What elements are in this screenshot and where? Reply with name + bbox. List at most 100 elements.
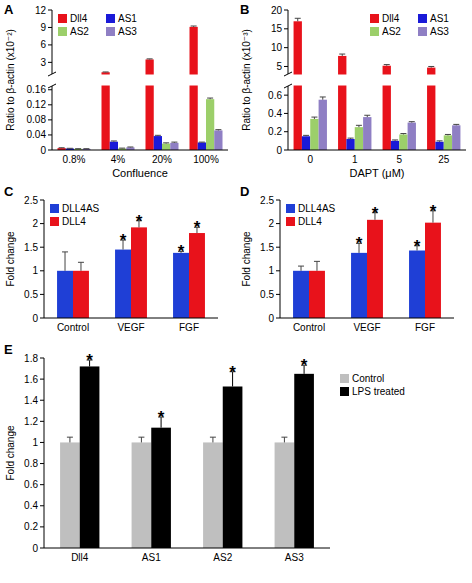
bar <box>363 117 371 150</box>
error-bar <box>339 54 345 56</box>
bar <box>198 142 206 150</box>
y-tick-label: 0.8 <box>24 458 38 469</box>
y-tick <box>40 484 44 485</box>
y-tick-label: 0.6 <box>24 479 38 490</box>
y-tick-label: 1 <box>32 265 38 276</box>
panel: C00.511.522.5ControlVEGFFGFFold change**… <box>4 184 218 333</box>
y-tick <box>40 421 44 422</box>
error-bar <box>207 98 213 99</box>
error-cap <box>364 115 370 116</box>
bar <box>444 135 452 150</box>
x-axis <box>44 548 330 549</box>
legend-label: Dll4 <box>70 13 88 24</box>
bar <box>408 123 416 150</box>
x-tick-label: Dll4 <box>71 552 89 563</box>
error-cap <box>392 139 398 140</box>
axis-break <box>46 75 230 86</box>
bar <box>115 250 131 318</box>
error-cap <box>207 98 213 99</box>
y-tick-label: 2 <box>268 218 274 229</box>
error-bar <box>199 142 205 143</box>
y-tick-label: 0.08 <box>27 114 47 125</box>
y-tick <box>276 247 280 248</box>
y-tick-label: 6 <box>40 39 46 50</box>
bar <box>162 144 170 150</box>
error-bar <box>210 437 216 442</box>
error-bar <box>384 65 390 66</box>
error-cap <box>437 140 443 141</box>
bar <box>223 387 243 549</box>
error-bar <box>281 437 287 442</box>
bar <box>391 141 399 150</box>
legend-label: LPS treated <box>352 386 405 397</box>
legend-label: AS3 <box>118 26 137 37</box>
legend-item: AS2 <box>370 26 401 37</box>
y-tick-label: 2.5 <box>260 195 274 206</box>
bar <box>151 428 171 548</box>
legend-item: LPS treated <box>340 386 405 397</box>
panel-label: C <box>4 184 14 199</box>
error-bar <box>103 71 109 72</box>
panel: A00.040.080.120.16369120.8%4%20%100%Conf… <box>4 2 230 179</box>
x-tick-label: 5 <box>396 154 402 165</box>
legend: Dll4AS1AS2AS3 <box>58 13 137 37</box>
error-line <box>316 261 317 270</box>
y-tick-label: 0.5 <box>260 289 274 300</box>
bar <box>367 220 383 318</box>
y-tick <box>48 10 52 11</box>
bar <box>293 271 309 318</box>
y-tick <box>276 294 280 295</box>
error-cap <box>428 66 434 67</box>
legend-swatch <box>418 14 427 23</box>
bar <box>346 139 354 150</box>
y-tick-label: 1 <box>268 265 274 276</box>
error-cap <box>127 146 133 147</box>
error-bar <box>75 148 81 149</box>
bar <box>80 366 100 548</box>
y-tick <box>40 463 44 464</box>
x-tick-label: FGF <box>179 322 199 333</box>
legend-label: DLL4 <box>298 216 322 227</box>
break-mark <box>284 72 292 76</box>
y-tick <box>284 10 288 11</box>
y-axis-label: Ratio to β-actin (x10⁻²) <box>5 29 16 131</box>
y-axis-label: Fold change <box>5 231 16 286</box>
error-bar <box>428 66 434 67</box>
error-cap <box>147 58 153 59</box>
bar <box>275 442 295 548</box>
error-cap <box>339 54 345 55</box>
bar <box>309 271 325 318</box>
x-tick-label: 0 <box>307 154 313 165</box>
legend-item: DLL4AS <box>50 203 100 214</box>
bar <box>173 253 189 318</box>
bar <box>294 374 314 548</box>
bar <box>190 27 198 150</box>
error-line <box>301 266 302 271</box>
error-cap <box>303 135 309 136</box>
y-tick-label: 0.04 <box>27 129 47 140</box>
error-bar <box>215 129 221 131</box>
error-bar <box>295 18 301 21</box>
legend-label: AS1 <box>118 13 137 24</box>
axis-break <box>282 75 468 86</box>
error-bar <box>320 97 326 100</box>
marks <box>57 221 205 318</box>
error-bar <box>437 140 443 142</box>
y-tick <box>40 505 44 506</box>
error-line <box>69 437 70 442</box>
y-tick <box>48 104 52 105</box>
y-tick <box>48 134 52 135</box>
x-tick-label: 1 <box>352 154 358 165</box>
y-axis <box>44 200 45 318</box>
legend-swatch <box>370 14 379 23</box>
error-bar <box>62 252 68 271</box>
error-cap <box>59 147 65 148</box>
error-bar <box>138 437 144 442</box>
significance-mark: * <box>136 212 143 231</box>
bar <box>57 271 73 318</box>
legend-label: AS3 <box>430 26 449 37</box>
y-tick-label: 0 <box>32 543 38 554</box>
bar <box>425 223 441 318</box>
legend-swatch <box>418 27 427 36</box>
y-tick-label: 0.5 <box>24 289 38 300</box>
